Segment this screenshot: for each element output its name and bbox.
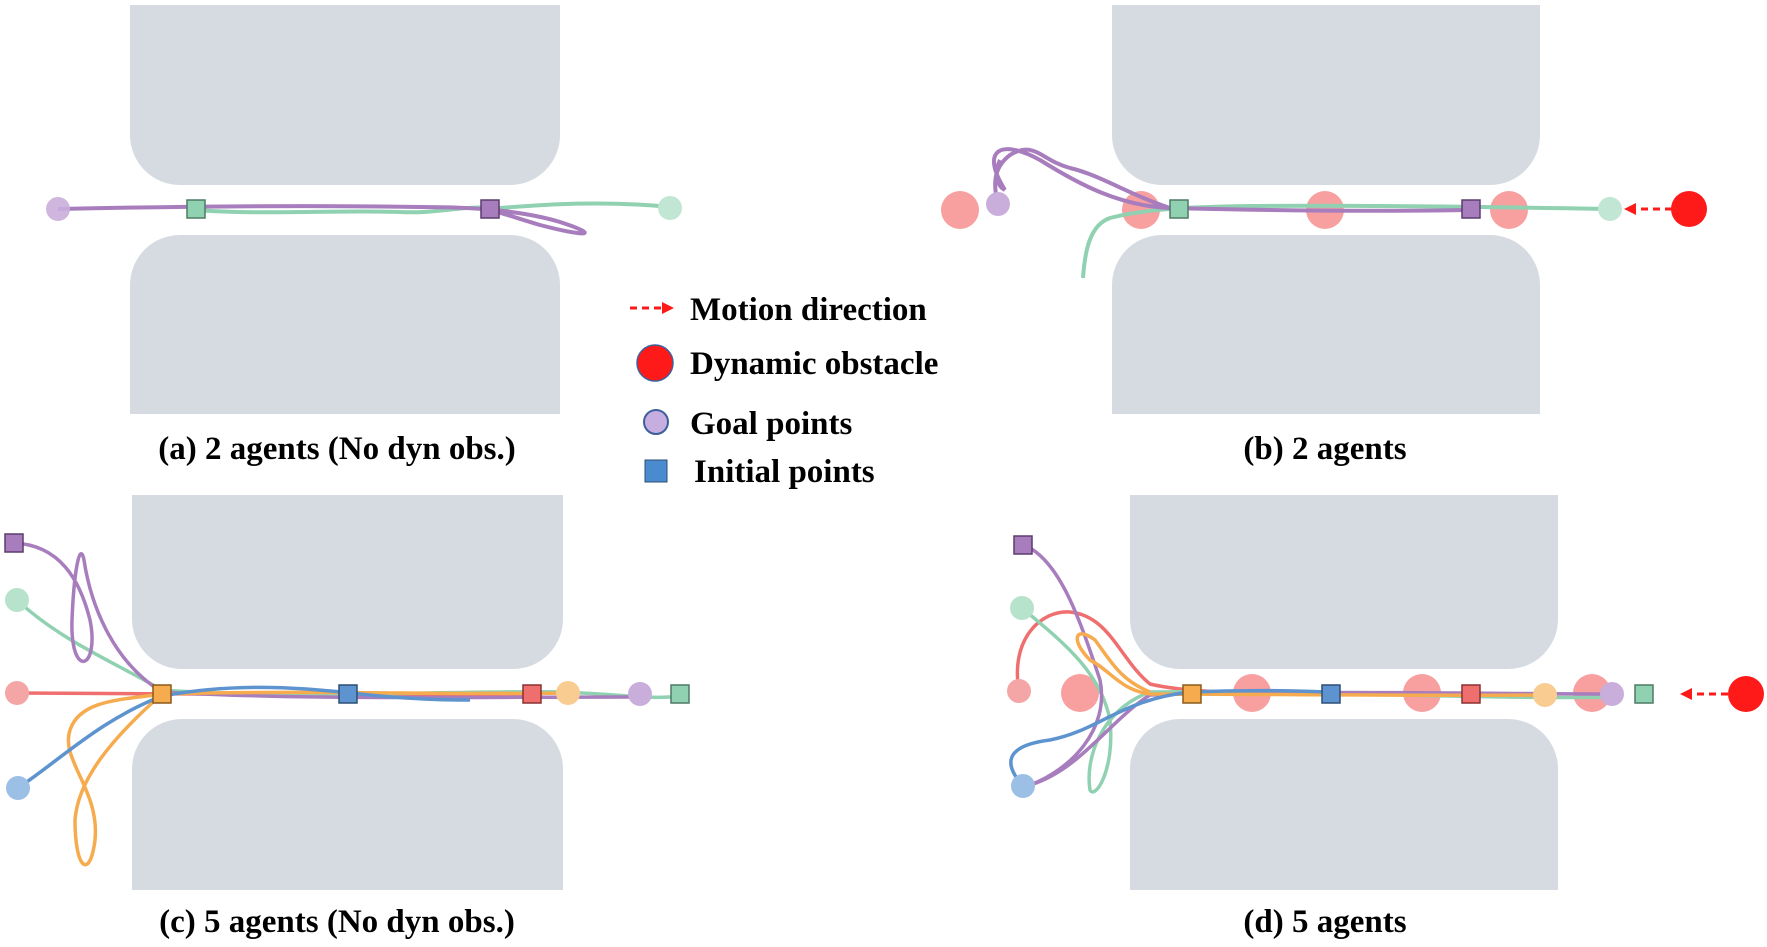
motion-direction-arrowhead [1680, 688, 1692, 700]
red-initial-point [1461, 684, 1481, 704]
green-initial-point [1169, 199, 1189, 219]
legend-obstacle-icon [636, 344, 674, 382]
lower-wall [130, 235, 560, 414]
red-initial-point [522, 684, 542, 704]
lower-wall [1130, 719, 1558, 890]
panel-b: (b) 2 agents [941, 5, 1707, 467]
legend-initial-points: Initial points [644, 454, 875, 490]
upper-wall [130, 5, 560, 185]
purple-trajectory [1023, 543, 1613, 787]
blue-trajectory [17, 685, 471, 790]
legend: Motion direction Dynamic obstacle Goal p… [630, 292, 938, 490]
green-goal-point [1598, 197, 1622, 221]
purple-initial-point [4, 533, 24, 553]
purple-goal-point [46, 197, 70, 221]
green-trajectory [195, 201, 671, 215]
upper-wall [1130, 495, 1558, 669]
legend-dynamic-obstacle: Dynamic obstacle [636, 344, 938, 382]
upper-wall [132, 495, 563, 669]
panel-d: (d) 5 agents [1007, 495, 1764, 940]
blue-goal-point [1011, 774, 1035, 798]
purple-initial-point [1013, 535, 1033, 555]
obstacle-trail [1490, 191, 1528, 229]
purple-initial-point [1461, 199, 1481, 219]
purple-goal-point [986, 192, 1010, 216]
red-goal-point [1007, 679, 1031, 703]
orange-goal-point [556, 681, 580, 705]
green-trajectory [1081, 203, 1611, 279]
legend-label-dynamic-obstacle: Dynamic obstacle [690, 346, 938, 382]
panel-c: (c) 5 agents (No dyn obs.) [4, 495, 690, 940]
orange-initial-point [152, 684, 172, 704]
purple-goal-point [628, 682, 652, 706]
green-goal-point [5, 588, 29, 612]
caption-a: (a) 2 agents (No dyn obs.) [158, 431, 516, 467]
dynamic-obstacle [1728, 676, 1764, 712]
green-initial-point [1634, 684, 1654, 704]
green-initial-point [670, 684, 690, 704]
obstacle-trail [1061, 674, 1099, 712]
blue-trajectory [1009, 688, 1341, 788]
upper-wall [1112, 5, 1540, 185]
blue-initial-point [1321, 684, 1341, 704]
green-goal-point [1010, 596, 1034, 620]
red-goal-point [5, 681, 29, 705]
legend-label-initial-points: Initial points [694, 454, 875, 490]
green-goal-point [658, 196, 682, 220]
green-initial-point [186, 199, 206, 219]
lower-wall [1112, 235, 1540, 414]
caption-d: (d) 5 agents [1243, 904, 1406, 940]
legend-label-goal-points: Goal points [690, 406, 852, 442]
legend-arrowhead [662, 302, 674, 314]
legend-goal-points: Goal points [643, 406, 852, 442]
legend-initial-icon [644, 459, 668, 483]
motion-direction-arrowhead [1624, 203, 1636, 215]
purple-goal-point [1600, 682, 1624, 706]
orange-goal-point [1533, 683, 1557, 707]
caption-c: (c) 5 agents (No dyn obs.) [159, 904, 515, 940]
dynamic-obstacle [1671, 191, 1707, 227]
obstacle-trail [941, 191, 979, 229]
purple-initial-point [480, 199, 500, 219]
panel-a: (a) 2 agents (No dyn obs.) [46, 5, 682, 467]
legend-goal-icon [643, 409, 669, 435]
legend-label-motion-direction: Motion direction [690, 292, 927, 328]
purple-trajectory-upper [993, 147, 1171, 210]
caption-b: (b) 2 agents [1243, 431, 1406, 467]
orange-trajectory [1075, 632, 1546, 698]
legend-motion-direction: Motion direction [630, 292, 927, 328]
blue-goal-point [6, 776, 30, 800]
blue-initial-point [338, 684, 358, 704]
orange-initial-point [1182, 684, 1202, 704]
lower-wall [132, 719, 563, 890]
